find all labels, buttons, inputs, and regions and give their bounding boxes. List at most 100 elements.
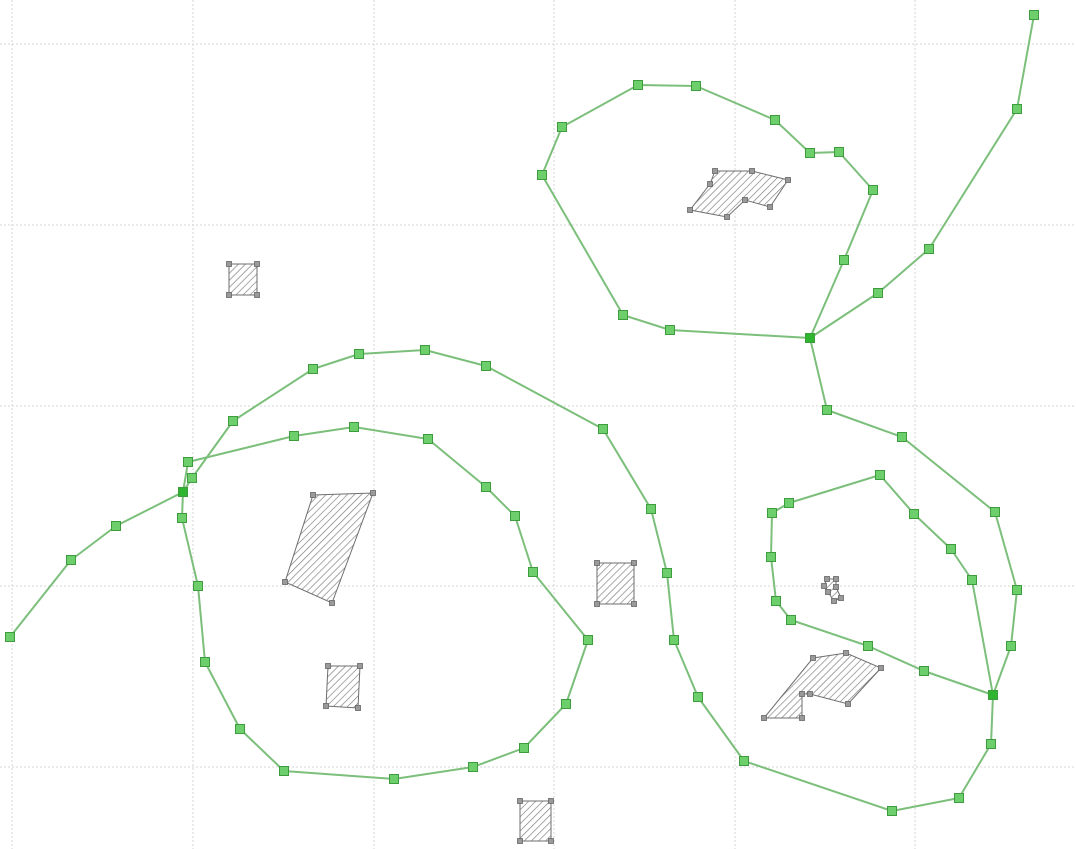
obstacle-vertex-handle[interactable] (311, 493, 316, 498)
obstacle-vertex-handle[interactable] (713, 169, 718, 174)
route-vertex[interactable] (840, 256, 849, 265)
route-vertex[interactable] (280, 767, 289, 776)
junction-vertex[interactable] (989, 691, 998, 700)
route-vertex[interactable] (888, 807, 897, 816)
obstacle-vertex-handle[interactable] (800, 716, 805, 721)
obstacle-vertex-handle[interactable] (326, 664, 331, 669)
route-vertex[interactable] (112, 522, 121, 531)
obstacle-vertex-handle[interactable] (762, 716, 767, 721)
obstacle-vertex-handle[interactable] (356, 706, 361, 711)
obstacle-shape[interactable] (229, 264, 257, 295)
route-vertex[interactable] (663, 569, 672, 578)
obstacle-vertex-handle[interactable] (879, 666, 884, 671)
route-vertex[interactable] (987, 740, 996, 749)
route-vertex[interactable] (619, 311, 628, 320)
route-vertex[interactable] (692, 82, 701, 91)
route-vertex[interactable] (835, 148, 844, 157)
route-vertex[interactable] (925, 245, 934, 254)
route-vertex[interactable] (599, 425, 608, 434)
route-vertex[interactable] (991, 508, 1000, 517)
route-vertex[interactable] (806, 149, 815, 158)
route-vertex[interactable] (1007, 642, 1016, 651)
route-vertex[interactable] (767, 553, 776, 562)
obstacle-vertex-handle[interactable] (688, 208, 693, 213)
route-vertex[interactable] (529, 568, 538, 577)
route-vertex[interactable] (184, 458, 193, 467)
route-vertex[interactable] (898, 433, 907, 442)
obstacle-small-square[interactable] (227, 262, 260, 298)
route-vertex[interactable] (1013, 586, 1022, 595)
route-vertex[interactable] (482, 483, 491, 492)
route-vertex[interactable] (787, 616, 796, 625)
obstacle-right-hex[interactable] (762, 651, 884, 721)
route-vertex[interactable] (562, 700, 571, 709)
obstacle-shape[interactable] (597, 563, 634, 604)
obstacle-shape[interactable] (520, 801, 551, 841)
route-vertex[interactable] (768, 509, 777, 518)
obstacle-vertex-handle[interactable] (743, 198, 748, 203)
obstacle-vertex-handle[interactable] (750, 169, 755, 174)
route-vertex[interactable] (511, 512, 520, 521)
route-vertex[interactable] (920, 667, 929, 676)
route-vertex[interactable] (1030, 11, 1039, 20)
route-vertex[interactable] (910, 510, 919, 519)
obstacle-vertex-handle[interactable] (283, 580, 288, 585)
obstacle-vertex-handle[interactable] (839, 596, 844, 601)
route-right-inner[interactable] (771, 475, 993, 695)
junction-vertex[interactable] (179, 488, 188, 497)
route-vertex[interactable] (955, 794, 964, 803)
obstacle-vertex-handle[interactable] (595, 602, 600, 607)
route-vertex[interactable] (538, 171, 547, 180)
obstacle-bottom-square[interactable] (518, 799, 554, 844)
route-vertex[interactable] (67, 556, 76, 565)
junction-vertex[interactable] (806, 334, 815, 343)
obstacle-tiny-cluster[interactable] (822, 577, 844, 604)
route-vertex[interactable] (869, 186, 878, 195)
route-vertex[interactable] (236, 725, 245, 734)
obstacle-vertex-handle[interactable] (832, 599, 837, 604)
obstacle-shape[interactable] (285, 493, 373, 603)
obstacle-top-hex[interactable] (688, 169, 791, 220)
obstacle-vertex-handle[interactable] (255, 293, 260, 298)
obstacle-vertex-handle[interactable] (826, 590, 831, 595)
route-vertex[interactable] (421, 346, 430, 355)
obstacle-vertex-handle[interactable] (518, 799, 523, 804)
route-vertex[interactable] (694, 693, 703, 702)
route-vertex[interactable] (771, 116, 780, 125)
route-top-right-tail[interactable] (810, 15, 1034, 338)
obstacle-vertex-handle[interactable] (324, 704, 329, 709)
obstacle-vertex-handle[interactable] (725, 215, 730, 220)
obstacle-shape[interactable] (764, 653, 881, 718)
route-vertex[interactable] (584, 636, 593, 645)
route-vertex[interactable] (772, 597, 781, 606)
obstacle-vertex-handle[interactable] (549, 839, 554, 844)
obstacle-vertex-handle[interactable] (632, 561, 637, 566)
obstacle-vertex-handle[interactable] (330, 601, 335, 606)
route-vertex[interactable] (876, 471, 885, 480)
route-vertex[interactable] (634, 81, 643, 90)
route-vertex[interactable] (350, 423, 359, 432)
obstacle-vertex-handle[interactable] (549, 799, 554, 804)
route-vertex[interactable] (194, 582, 203, 591)
obstacle-vertex-handle[interactable] (834, 577, 839, 582)
route-vertex[interactable] (6, 633, 15, 642)
obstacle-vertex-handle[interactable] (518, 839, 523, 844)
obstacle-center-square[interactable] (595, 561, 637, 607)
route-vertex[interactable] (558, 123, 567, 132)
obstacle-shape[interactable] (690, 171, 788, 217)
obstacle-vertex-handle[interactable] (227, 293, 232, 298)
obstacle-vertex-handle[interactable] (708, 182, 713, 187)
route-vertex[interactable] (666, 326, 675, 335)
route-vertex[interactable] (1013, 105, 1022, 114)
route-vertex[interactable] (201, 658, 210, 667)
obstacle-vertex-handle[interactable] (808, 692, 813, 697)
obstacle-large-slab[interactable] (283, 491, 376, 606)
obstacle-vertex-handle[interactable] (768, 205, 773, 210)
route-vertex[interactable] (740, 757, 749, 766)
route-vertex[interactable] (290, 432, 299, 441)
route-vertex[interactable] (390, 775, 399, 784)
obstacle-vertex-handle[interactable] (811, 656, 816, 661)
route-vertex[interactable] (309, 365, 318, 374)
route-vertex[interactable] (229, 417, 238, 426)
